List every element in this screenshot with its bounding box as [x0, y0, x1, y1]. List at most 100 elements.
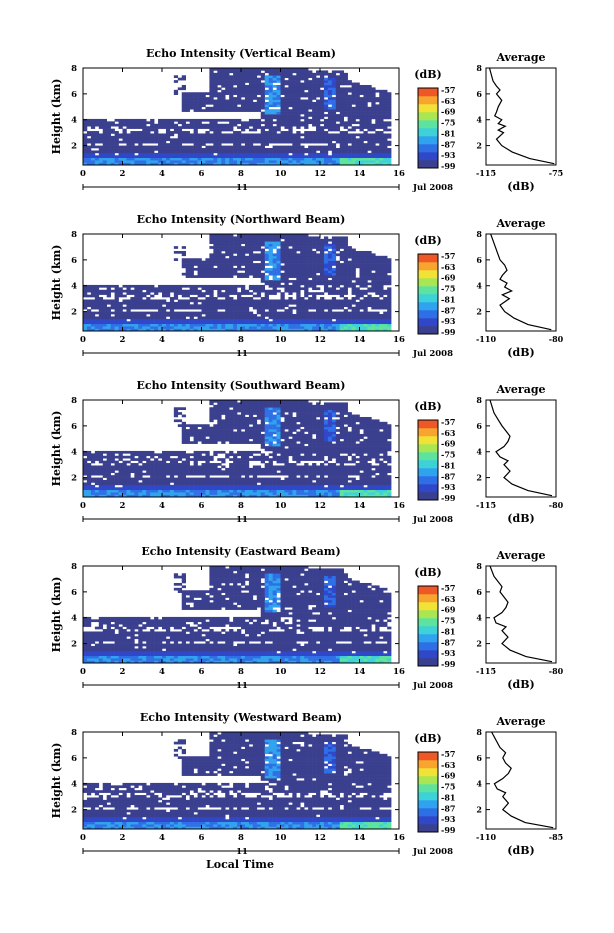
heatmap-cell: [316, 307, 320, 310]
heatmap-cell: [217, 290, 221, 293]
heatmap-cell: [253, 78, 257, 81]
heatmap-cell: [340, 280, 344, 283]
y-tick-label: 4: [71, 282, 77, 292]
heatmap-cell: [292, 299, 296, 302]
heatmap-cell: [103, 126, 107, 129]
heatmap-cell: [273, 80, 277, 83]
heatmap-cell: [288, 141, 292, 144]
heatmap-cell: [198, 451, 202, 454]
heatmap-cell: [304, 104, 308, 107]
heatmap-cell: [284, 304, 288, 307]
heatmap-cell: [134, 458, 138, 461]
heatmap-cell: [281, 150, 285, 153]
heatmap-cell: [126, 485, 130, 488]
heatmap-cell: [367, 266, 371, 269]
heatmap-cell: [387, 287, 391, 290]
heatmap-cell: [340, 117, 344, 120]
heatmap-cell: [308, 158, 312, 161]
heatmap-cell: [150, 148, 154, 151]
heatmap-cell: [383, 290, 387, 293]
heatmap-cell: [257, 295, 261, 298]
heatmap-cell: [257, 158, 261, 161]
heatmap-cell: [158, 478, 162, 481]
heatmap-cell: [158, 124, 162, 127]
heatmap-cell: [158, 290, 162, 293]
heatmap-cell: [253, 266, 257, 269]
heatmap-cell: [209, 470, 213, 473]
heatmap-cell: [277, 112, 281, 115]
heatmap-cell: [182, 160, 186, 163]
heatmap-cell: [273, 287, 277, 290]
heatmap-cell: [205, 141, 209, 144]
heatmap-cell: [123, 302, 127, 305]
heatmap-cell: [198, 258, 202, 261]
heatmap-cell: [308, 263, 312, 266]
heatmap-cell: [320, 121, 324, 124]
heatmap-cell: [383, 256, 387, 259]
y-axis-label: Height (km): [50, 79, 63, 155]
heatmap-cell: [269, 112, 273, 115]
heatmap-cell: [237, 309, 241, 312]
heatmap-cell: [253, 246, 257, 249]
heatmap-cell: [107, 456, 111, 459]
heatmap-cell: [332, 256, 336, 259]
heatmap-cell: [277, 75, 281, 78]
heatmap-cell: [257, 124, 261, 127]
heatmap-cell: [292, 104, 296, 107]
heatmap-cell: [91, 299, 95, 302]
heatmap-cell: [281, 146, 285, 149]
heatmap-cell: [288, 124, 292, 127]
heatmap-cell: [249, 251, 253, 254]
heatmap-cell: [198, 133, 202, 136]
heatmap-cell: [217, 73, 221, 76]
heatmap-cell: [186, 487, 190, 490]
heatmap-cell: [288, 83, 292, 86]
heatmap-cell: [340, 109, 344, 112]
heatmap-cell: [324, 158, 328, 161]
heatmap-cell: [209, 107, 213, 110]
heatmap-cell: [269, 307, 273, 310]
heatmap-cell: [99, 290, 103, 293]
heatmap-cell: [320, 280, 324, 283]
heatmap-cell: [182, 475, 186, 478]
heatmap-cell: [375, 285, 379, 288]
heatmap-cell: [383, 261, 387, 264]
heatmap-cell: [142, 453, 146, 456]
heatmap-cell: [111, 307, 115, 310]
heatmap-cell: [261, 263, 265, 266]
heatmap-cell: [304, 287, 308, 290]
heatmap-cell: [288, 239, 292, 242]
heatmap-cell: [202, 273, 206, 276]
heatmap-cell: [328, 287, 332, 290]
heatmap-cell: [273, 280, 277, 283]
heatmap-cell: [249, 87, 253, 90]
heatmap-cell: [253, 75, 257, 78]
heatmap-cell: [344, 304, 348, 307]
heatmap-cell: [296, 102, 300, 105]
heatmap-cell: [134, 312, 138, 315]
heatmap-cell: [261, 290, 265, 293]
heatmap-cell: [205, 136, 209, 139]
heatmap-cell: [292, 263, 296, 266]
heatmap-cell: [95, 160, 99, 163]
heatmap-cell: [352, 133, 356, 136]
heatmap-cell: [217, 138, 221, 141]
heatmap-cell: [178, 478, 182, 481]
heatmap-cell: [174, 150, 178, 153]
heatmap-cell: [142, 121, 146, 124]
heatmap-cell: [221, 119, 225, 122]
heatmap-cell: [194, 473, 198, 476]
heatmap-cell: [332, 278, 336, 281]
heatmap-cell: [83, 129, 87, 132]
heatmap-cell: [241, 148, 245, 151]
heatmap-cell: [178, 492, 182, 495]
heatmap-cell: [379, 124, 383, 127]
heatmap-cell: [91, 453, 95, 456]
heatmap-cell: [162, 136, 166, 139]
heatmap-cell: [115, 463, 119, 466]
heatmap-cell: [178, 133, 182, 136]
heatmap-cell: [328, 275, 332, 278]
heatmap-cell: [229, 119, 233, 122]
heatmap-cell: [316, 153, 320, 156]
heatmap-cell: [273, 258, 277, 261]
